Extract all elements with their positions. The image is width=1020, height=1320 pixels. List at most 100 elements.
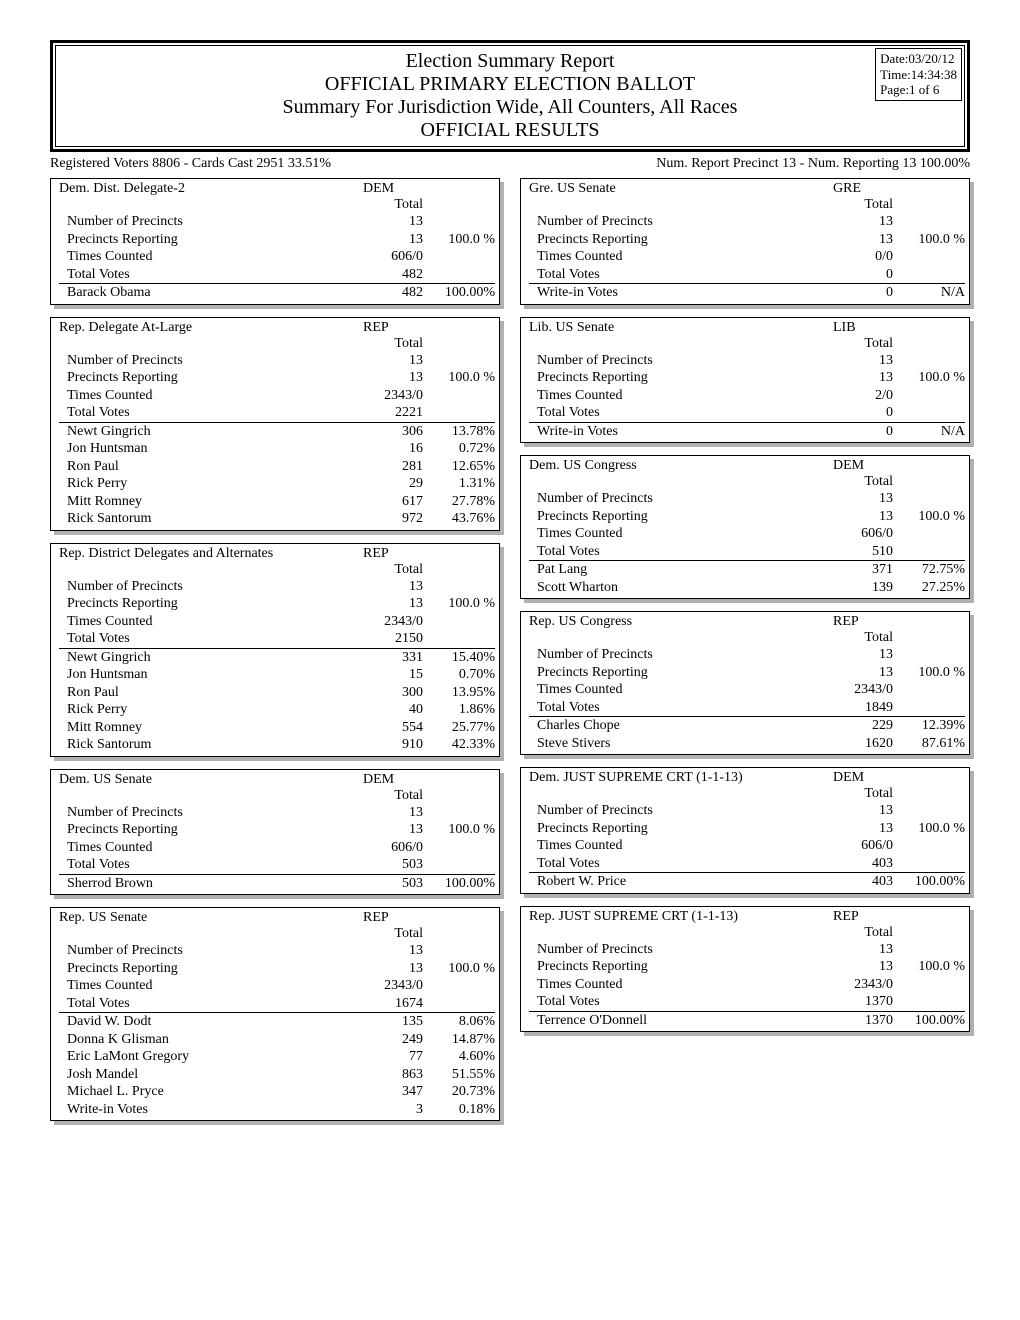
stat-pct <box>423 977 495 995</box>
candidate-row: Write-in Votes30.18% <box>59 1101 495 1119</box>
stat-pct <box>423 630 495 648</box>
stat-label: Precincts Reporting <box>529 820 823 838</box>
candidate-pct: 20.73% <box>423 1083 495 1101</box>
stat-num: 482 <box>353 266 423 284</box>
candidate-name: Donna K Glisman <box>59 1031 353 1049</box>
stat-label: Total Votes <box>59 266 353 284</box>
summary-right: Num. Report Precinct 13 - Num. Reporting… <box>656 156 970 172</box>
stat-row: Total Votes0 <box>529 404 965 422</box>
stat-label: Times Counted <box>529 248 823 266</box>
candidate-votes: 1620 <box>823 735 893 753</box>
stat-label: Number of Precincts <box>59 213 353 231</box>
candidate-name: Scott Wharton <box>529 579 823 597</box>
candidate-row: Ron Paul28112.65% <box>59 458 495 476</box>
report-header-outer: Date:03/20/12 Time:14:34:38 Page:1 of 6 … <box>50 40 970 152</box>
stat-label: Number of Precincts <box>529 490 823 508</box>
candidate-pct: 12.65% <box>423 458 495 476</box>
stat-row: Precincts Reporting13100.0 % <box>529 820 965 838</box>
race-box: Rep. US CongressREPTotalNumber of Precin… <box>520 611 970 755</box>
stat-row: Number of Precincts13 <box>529 802 965 820</box>
candidate-row: Rick Perry291.31% <box>59 475 495 493</box>
race-header: Rep. US CongressREP <box>529 614 965 630</box>
candidate-pct: 14.87% <box>423 1031 495 1049</box>
candidate-row: Josh Mandel86351.55% <box>59 1066 495 1084</box>
stat-row: Times Counted2343/0 <box>59 977 495 995</box>
candidate-pct: 27.78% <box>423 493 495 511</box>
stat-row: Number of Precincts13 <box>529 490 965 508</box>
header-titles: Election Summary Report OFFICIAL PRIMARY… <box>56 46 964 146</box>
stat-num: 13 <box>353 960 423 978</box>
stat-row: Total Votes503 <box>59 856 495 874</box>
candidate-name: Write-in Votes <box>529 422 823 441</box>
stat-label: Times Counted <box>59 977 353 995</box>
stat-label: Total Votes <box>529 993 823 1011</box>
stat-row: Precincts Reporting13100.0 % <box>529 369 965 387</box>
candidate-votes: 139 <box>823 579 893 597</box>
stat-num: 1849 <box>823 699 893 717</box>
stat-row: Times Counted606/0 <box>59 248 495 266</box>
stat-pct: 100.0 % <box>423 595 495 613</box>
stat-num: 0 <box>823 266 893 284</box>
stat-row: Times Counted606/0 <box>59 839 495 857</box>
total-header: Total <box>59 336 495 352</box>
candidate-votes: 29 <box>353 475 423 493</box>
stat-num: 13 <box>353 213 423 231</box>
race-box: Gre. US SenateGRETotalNumber of Precinct… <box>520 178 970 305</box>
stat-row: Total Votes510 <box>529 543 965 561</box>
stat-pct <box>423 613 495 631</box>
stat-pct <box>893 352 965 370</box>
candidate-name: Sherrod Brown <box>59 874 353 893</box>
candidate-row: Mitt Romney55425.77% <box>59 719 495 737</box>
stat-num: 13 <box>353 352 423 370</box>
stat-pct <box>893 699 965 717</box>
stat-row: Precincts Reporting13100.0 % <box>59 231 495 249</box>
race-title: Lib. US Senate <box>529 320 833 336</box>
candidate-pct: 43.76% <box>423 510 495 528</box>
stat-num: 13 <box>823 369 893 387</box>
stat-num: 13 <box>823 646 893 664</box>
candidate-row: Mitt Romney61727.78% <box>59 493 495 511</box>
stat-row: Number of Precincts13 <box>59 352 495 370</box>
stat-label: Total Votes <box>59 856 353 874</box>
stat-pct <box>423 942 495 960</box>
candidate-name: Jon Huntsman <box>59 666 353 684</box>
candidate-name: Mitt Romney <box>59 493 353 511</box>
race-content: Rep. US CongressREPTotalNumber of Precin… <box>520 611 970 755</box>
stat-num: 606/0 <box>353 248 423 266</box>
stat-label: Number of Precincts <box>529 941 823 959</box>
candidate-pct: 0.18% <box>423 1101 495 1119</box>
stat-row: Total Votes1849 <box>529 699 965 717</box>
candidate-name: Rick Santorum <box>59 736 353 754</box>
race-content: Dem. US CongressDEMTotalNumber of Precin… <box>520 455 970 599</box>
candidate-row: Michael L. Pryce34720.73% <box>59 1083 495 1101</box>
stat-pct <box>423 839 495 857</box>
candidate-pct: 25.77% <box>423 719 495 737</box>
stat-pct: 100.0 % <box>893 664 965 682</box>
stat-num: 606/0 <box>823 837 893 855</box>
race-content: Rep. JUST SUPREME CRT (1-1-13)REPTotalNu… <box>520 906 970 1033</box>
stat-label: Total Votes <box>529 266 823 284</box>
stat-row: Number of Precincts13 <box>59 804 495 822</box>
race-party: DEM <box>363 181 423 197</box>
stat-num: 13 <box>823 352 893 370</box>
stat-pct <box>893 213 965 231</box>
title-1: Election Summary Report <box>56 50 964 73</box>
stat-num: 2343/0 <box>353 613 423 631</box>
stat-num: 606/0 <box>353 839 423 857</box>
race-party: REP <box>363 320 423 336</box>
race-party: DEM <box>833 458 893 474</box>
candidate-row: Scott Wharton13927.25% <box>529 579 965 597</box>
stat-num: 510 <box>823 543 893 561</box>
stat-num: 13 <box>823 941 893 959</box>
race-header: Dem. US CongressDEM <box>529 458 965 474</box>
stat-label: Times Counted <box>59 387 353 405</box>
header-page: Page:1 of 6 <box>880 82 957 98</box>
stat-num: 13 <box>823 820 893 838</box>
stat-label: Precincts Reporting <box>529 369 823 387</box>
candidate-name: Rick Santorum <box>59 510 353 528</box>
stat-pct <box>893 543 965 561</box>
stat-row: Times Counted2/0 <box>529 387 965 405</box>
stat-pct <box>893 802 965 820</box>
stat-pct <box>423 213 495 231</box>
stat-num: 2150 <box>353 630 423 648</box>
